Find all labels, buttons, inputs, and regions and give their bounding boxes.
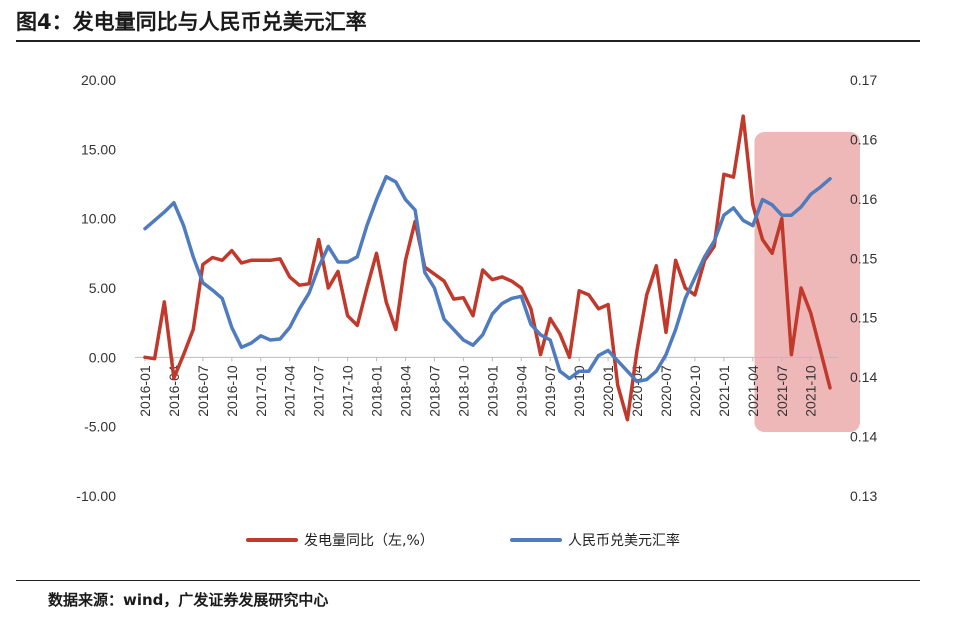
x-tick-label: 2016-04	[166, 365, 182, 417]
x-tick-label: 2017-01	[253, 365, 269, 417]
series-line-cny-usd	[143, 174, 832, 384]
x-tick-label: 2021-01	[716, 365, 732, 417]
right-tick-label: 0.14	[850, 429, 877, 445]
x-tick-label: 2021-07	[774, 365, 790, 417]
x-tick-label: 2019-04	[513, 365, 529, 417]
x-tick-label: 2016-01	[137, 365, 153, 417]
right-tick-label: 0.17	[850, 72, 877, 88]
legend-label: 发电量同比（左,%）	[304, 533, 434, 549]
right-tick-label: 0.16	[850, 191, 877, 207]
right-tick-label: 0.13	[850, 488, 877, 504]
x-tick-label: 2019-07	[542, 365, 558, 417]
left-tick-label: 15.00	[81, 141, 116, 157]
title-divider	[16, 40, 920, 42]
right-tick-label: 0.16	[850, 131, 877, 147]
left-tick-label: 0.00	[89, 349, 116, 365]
left-axis: 20.00 15.00 10.00 5.00 0.00 -5.00 -10.00	[76, 72, 116, 504]
legend-label: 人民币兑美元汇率	[568, 532, 680, 549]
x-tick-label: 2020-07	[658, 365, 674, 417]
x-tick-label: 2017-07	[311, 365, 327, 417]
left-tick-label: 10.00	[81, 211, 116, 227]
right-tick-label: 0.14	[850, 369, 877, 385]
legend: 发电量同比（左,%） 人民币兑美元汇率	[246, 532, 680, 549]
x-tick-label: 2017-04	[282, 365, 298, 417]
x-tick-label: 2016-10	[224, 365, 240, 417]
right-tick-label: 0.15	[850, 310, 877, 326]
right-axis: 0.17 0.16 0.16 0.15 0.15 0.14 0.14 0.13	[850, 72, 877, 504]
left-tick-label: 20.00	[81, 72, 116, 88]
x-tick-label: 2018-01	[369, 365, 385, 417]
x-tick-label: 2019-01	[484, 365, 500, 417]
x-tick-label: 2021-04	[745, 365, 761, 417]
x-tick-label: 2017-10	[340, 365, 356, 417]
x-tick-label: 2018-04	[397, 365, 413, 417]
source-note: 数据来源：wind，广发证券发展研究中心	[48, 591, 329, 609]
x-tick-label: 2020-01	[600, 365, 616, 417]
right-tick-label: 0.15	[850, 250, 877, 266]
x-tick-label: 2016-07	[195, 365, 211, 417]
left-tick-label: -5.00	[84, 419, 116, 435]
x-tick-label: 2018-07	[426, 365, 442, 417]
x-tick-label: 2021-10	[803, 365, 819, 417]
left-tick-label: -10.00	[76, 488, 116, 504]
x-tick-label: 2019-10	[571, 365, 587, 417]
x-tick-label: 2018-10	[455, 365, 471, 417]
x-axis: 2016-01 2016-04 2016-07 2016-10 2017-01 2017-…	[135, 356, 838, 417]
left-tick-label: 5.00	[89, 280, 116, 296]
x-tick-label: 2020-10	[687, 365, 703, 417]
series-group	[143, 114, 832, 422]
source-divider	[16, 580, 920, 581]
chart-title: 图4：发电量同比与人民币兑美元汇率	[16, 10, 367, 34]
